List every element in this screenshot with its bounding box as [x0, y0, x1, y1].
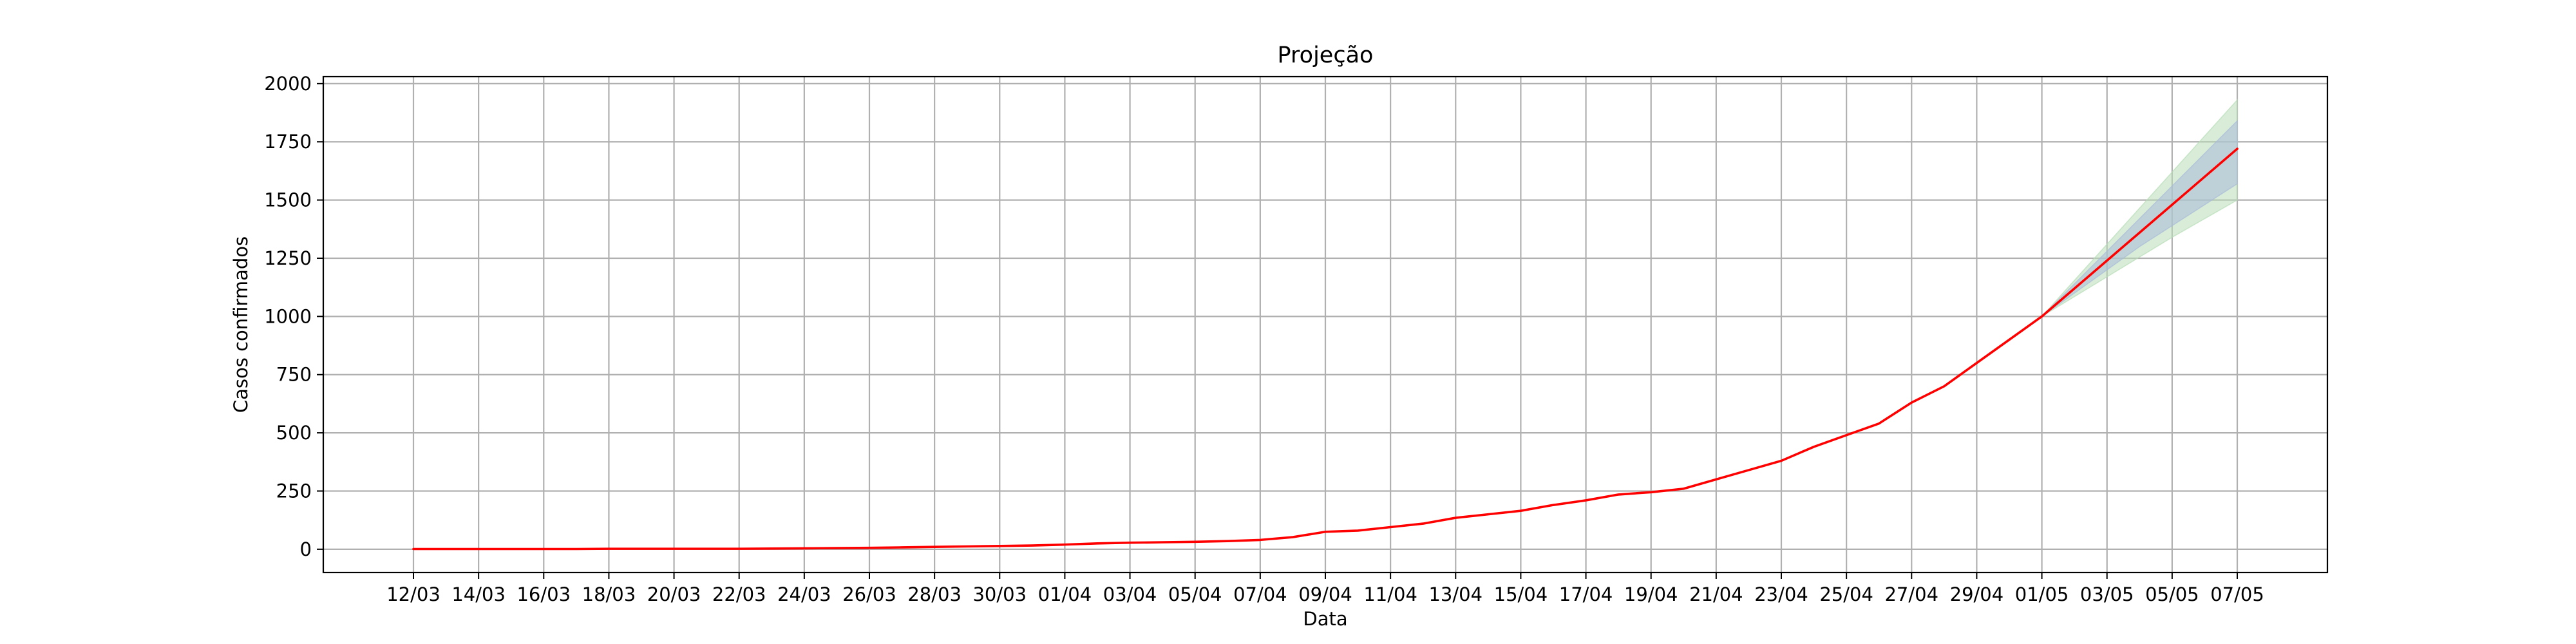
y-tick-label: 1750 [264, 131, 312, 153]
x-tick-label: 24/03 [777, 583, 831, 605]
confidence-band [2041, 119, 2238, 317]
y-tick-label: 1500 [264, 189, 312, 211]
x-tick-label: 11/04 [1363, 583, 1417, 605]
y-axis-ticks: 0 250 500 750 1000 1250 1500 1750 2000 [264, 73, 323, 560]
x-tick-label: 18/03 [582, 583, 636, 605]
x-tick-label: 22/03 [712, 583, 766, 605]
y-tick-label: 0 [300, 538, 312, 560]
x-tick-label: 07/05 [2210, 583, 2264, 605]
x-tick-label: 21/04 [1689, 583, 1743, 605]
x-axis-ticks: 12/03 14/03 16/03 18/03 20/03 22/03 24/03 26/03… [386, 573, 2264, 605]
confidence-bands [2041, 99, 2238, 317]
x-axis-label: Data [1303, 608, 1347, 630]
chart-title: Projeção [1278, 43, 1374, 68]
x-tick-label: 16/03 [516, 583, 571, 605]
y-axis-label: Casos confirmados [230, 236, 252, 413]
x-tick-label: 19/04 [1624, 583, 1678, 605]
y-tick-label: 500 [276, 422, 312, 444]
x-tick-label: 17/04 [1559, 583, 1613, 605]
x-tick-label: 28/03 [907, 583, 961, 605]
x-tick-label: 30/03 [972, 583, 1027, 605]
y-tick-label: 2000 [264, 73, 312, 95]
x-tick-label: 14/03 [451, 583, 506, 605]
x-tick-label: 26/03 [842, 583, 896, 605]
x-tick-label: 05/04 [1168, 583, 1222, 605]
x-tick-label: 05/05 [2145, 583, 2199, 605]
x-tick-label: 01/04 [1038, 583, 1092, 605]
y-tick-label: 250 [276, 480, 312, 502]
y-tick-label: 1000 [264, 305, 312, 327]
confidence-band [2041, 99, 2238, 317]
y-tick-label: 1250 [264, 247, 312, 269]
x-tick-label: 27/04 [1884, 583, 1938, 605]
x-tick-label: 20/03 [647, 583, 701, 605]
x-tick-label: 03/04 [1103, 583, 1157, 605]
x-tick-label: 13/04 [1428, 583, 1482, 605]
x-tick-label: 29/04 [1950, 583, 2004, 605]
grid [323, 77, 2327, 573]
y-tick-label: 750 [276, 364, 312, 386]
x-tick-label: 15/04 [1494, 583, 1548, 605]
x-tick-label: 01/05 [2015, 583, 2069, 605]
x-tick-label: 07/04 [1233, 583, 1287, 605]
x-tick-label: 25/04 [1819, 583, 1873, 605]
x-tick-label: 03/05 [2080, 583, 2134, 605]
x-tick-label: 12/03 [386, 583, 440, 605]
x-tick-label: 09/04 [1298, 583, 1352, 605]
series-lines [412, 147, 2239, 551]
x-tick-label: 23/04 [1754, 583, 1808, 605]
series-line [412, 147, 2239, 551]
